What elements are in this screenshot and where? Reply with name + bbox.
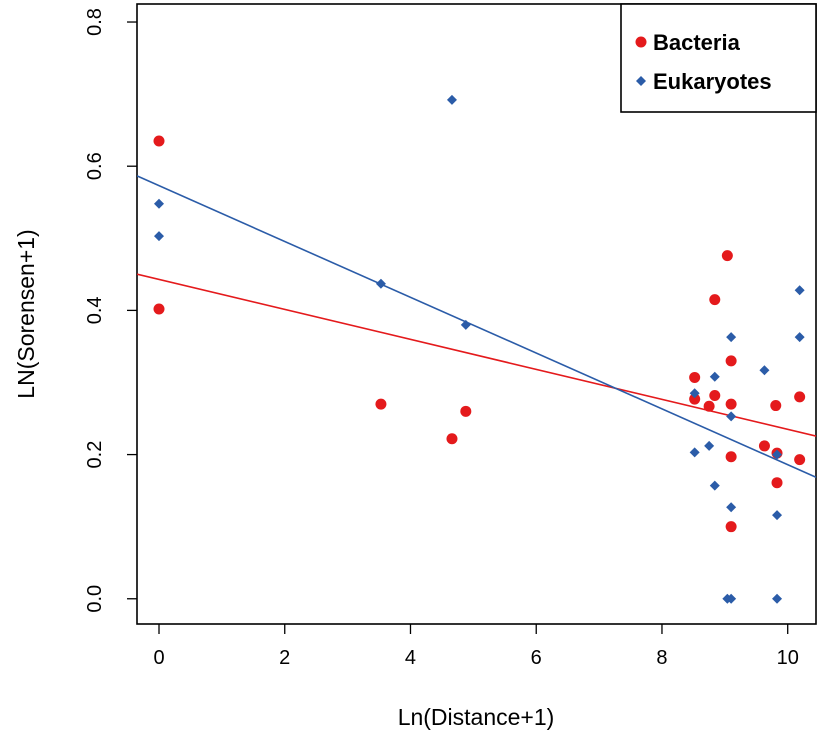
x-axis: 0 2 4 6 8 10	[153, 624, 799, 669]
data-points	[153, 94, 806, 604]
bacteria-point	[794, 454, 806, 466]
y-tick-label: 0.8	[84, 8, 106, 36]
bacteria-point	[794, 391, 806, 403]
fit-lines	[137, 175, 816, 478]
eukaryotes-point	[704, 440, 715, 451]
eukaryotes-point	[726, 332, 737, 343]
eukaryotes-point	[772, 449, 783, 460]
legend-box	[620, 3, 817, 113]
eukaryotes-point	[726, 411, 737, 422]
x-tick-label: 8	[656, 647, 667, 669]
legend-marker-eukaryotes	[636, 76, 646, 86]
eukaryotes-point	[726, 502, 737, 513]
legend-label-eukaryotes: Eukaryotes	[653, 69, 772, 94]
bacteria-point	[689, 393, 701, 405]
bacteria-point	[153, 303, 165, 315]
eukaryotes-point	[689, 447, 700, 458]
legend: Bacteria Eukaryotes	[620, 3, 817, 113]
x-tick-label: 2	[279, 647, 290, 669]
bacteria-point	[725, 451, 737, 463]
bacteria-point	[770, 400, 782, 412]
eukaryotes-point	[446, 94, 457, 105]
x-tick-label: 10	[777, 647, 799, 669]
eukaryotes-point	[460, 319, 471, 330]
y-axis: 0.0 0.2 0.4 0.6 0.8	[84, 8, 137, 613]
eukaryotes-point	[794, 332, 805, 343]
bacteria-point	[153, 135, 165, 147]
bacteria-point	[689, 371, 701, 383]
eukaryotes-point	[709, 480, 720, 491]
eukaryotes-point	[772, 510, 783, 521]
eukaryotes-point	[709, 371, 720, 382]
x-axis-label: Ln(Distance+1)	[398, 704, 555, 730]
x-tick-label: 6	[531, 647, 542, 669]
eukaryotes-fit-line	[137, 175, 816, 478]
bacteria-point	[460, 405, 472, 417]
bacteria-point	[703, 400, 715, 412]
bacteria-point	[725, 521, 737, 533]
plot-frame	[136, 3, 817, 625]
bacteria-point	[446, 433, 458, 445]
bacteria-point	[758, 440, 770, 452]
x-tick-label: 4	[405, 647, 416, 669]
eukaryotes-point	[154, 231, 165, 242]
eukaryotes-point	[772, 593, 783, 604]
bacteria-point	[771, 477, 783, 489]
legend-label-bacteria: Bacteria	[653, 30, 741, 55]
eukaryotes-point	[375, 278, 386, 289]
eukaryotes-point	[759, 365, 770, 376]
bacteria-point	[725, 398, 737, 410]
y-tick-label: 0.2	[84, 441, 106, 469]
bacteria-point	[709, 294, 721, 306]
bacteria-point	[709, 389, 721, 401]
y-axis-label: LN(Sorensen+1)	[13, 229, 39, 398]
bacteria-point	[725, 355, 737, 367]
legend-marker-bacteria	[635, 36, 647, 48]
eukaryotes-point	[794, 285, 805, 296]
eukaryotes-point	[154, 198, 165, 209]
y-tick-label: 0.0	[84, 585, 106, 613]
bacteria-fit-line	[137, 273, 816, 437]
y-tick-label: 0.6	[84, 152, 106, 180]
x-tick-label: 0	[153, 647, 164, 669]
eukaryotes-point	[726, 593, 737, 604]
bacteria-point	[375, 398, 387, 410]
bacteria-point	[721, 250, 733, 262]
y-tick-label: 0.4	[84, 296, 106, 324]
eukaryotes-point	[689, 388, 700, 399]
